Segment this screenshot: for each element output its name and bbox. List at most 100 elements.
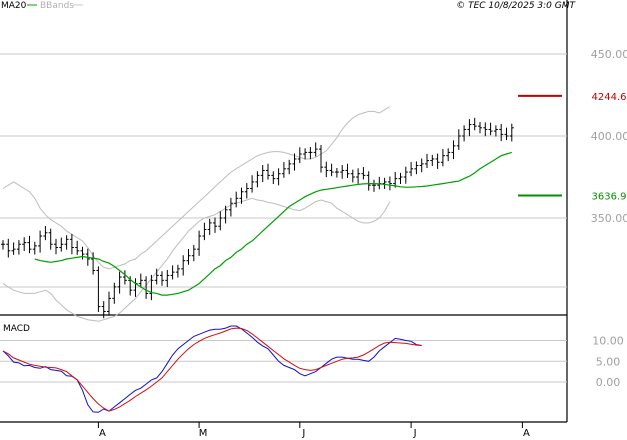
ohlc-bar xyxy=(398,172,403,185)
legend-ma20-label: MA20 xyxy=(1,1,27,11)
price-axis: 450.00 400.00 350.00 xyxy=(591,48,627,225)
bollinger-bands xyxy=(2,106,391,322)
ohlc-bar xyxy=(59,237,64,252)
ohlc-bar xyxy=(393,171,398,188)
ohlc-bar xyxy=(218,211,223,231)
ohlc-bar xyxy=(69,233,74,255)
bb-upper-line xyxy=(2,106,391,270)
macd-tick-label: 10.00 xyxy=(592,335,624,348)
ohlc-bar xyxy=(377,176,382,190)
ohlc-bar xyxy=(255,171,260,188)
ma20-line xyxy=(34,151,512,296)
ohlc-bar xyxy=(191,245,196,262)
ohlc-bar xyxy=(287,159,292,175)
ohlc-bar xyxy=(281,162,286,178)
ohlc-bar xyxy=(54,238,58,255)
ohlc-bar xyxy=(324,161,329,178)
ohlc-bar xyxy=(244,183,249,199)
macd-tick-label: 0.00 xyxy=(596,376,621,389)
time-tick-label: M xyxy=(199,428,208,439)
ohlc-bar xyxy=(16,240,21,255)
ohlc-bar xyxy=(80,246,85,260)
ohlc-bar xyxy=(11,242,16,255)
ohlc-bar xyxy=(266,163,270,180)
ohlc-bar xyxy=(419,158,424,173)
macd-grid xyxy=(0,340,567,383)
price-grid xyxy=(0,53,567,288)
ohlc-bar xyxy=(366,171,371,191)
ohlc-bar xyxy=(340,165,345,179)
ohlc-bar xyxy=(462,125,467,142)
ohlc-bar xyxy=(493,125,498,137)
ohlc-bar xyxy=(276,168,281,186)
copyright-credit: © TEC 10/8/2025 3:0 GMT xyxy=(456,1,576,11)
legend-bbands-label: BBands xyxy=(40,1,74,11)
ohlc-bar xyxy=(234,191,239,208)
ohlc-bar xyxy=(414,161,419,175)
ohlc-bar xyxy=(96,266,101,312)
ohlc-bar xyxy=(117,271,122,294)
ohlc-bar xyxy=(308,146,313,160)
ohlc-bar xyxy=(43,226,48,241)
ohlc-bar xyxy=(207,218,212,235)
time-tick-label: J xyxy=(301,428,305,439)
ohlc-bar xyxy=(303,148,308,160)
ohlc-bar xyxy=(478,122,482,134)
ohlc-bar xyxy=(260,165,265,183)
chart-frame xyxy=(0,0,568,423)
ohlc-bar xyxy=(239,187,244,204)
ohlc-bar xyxy=(27,235,32,254)
ohlc-bar xyxy=(382,177,387,189)
ohlc-bar xyxy=(345,163,350,178)
bb-lower-line xyxy=(2,197,391,322)
ohlc-bar xyxy=(202,222,207,241)
ohlc-bar xyxy=(175,264,180,278)
ohlc-bar xyxy=(334,167,339,178)
ohlc-bar xyxy=(165,269,170,288)
price-tick-label: 450.00 xyxy=(591,48,627,61)
ohlc-bar xyxy=(292,153,297,171)
ohlc-bar xyxy=(440,148,445,167)
ohlc-bar xyxy=(329,163,334,177)
ohlc-bar xyxy=(372,179,376,192)
ohlc-bar xyxy=(186,248,191,265)
ohlc-bar xyxy=(387,176,392,191)
ohlc-bar xyxy=(319,145,323,173)
ohlc-bar xyxy=(133,278,138,297)
ohlc-bar xyxy=(138,273,143,288)
ohlc-bar xyxy=(425,153,429,168)
ohlc-bar xyxy=(488,122,493,136)
ohlc-bar xyxy=(467,119,472,137)
price-tick-label: 400.00 xyxy=(591,130,627,143)
ohlc-bar xyxy=(313,142,318,157)
macd-axis: 10.00 5.00 0.00 xyxy=(592,335,624,390)
ohlc-bar xyxy=(509,123,514,142)
ohlc-bar xyxy=(149,274,154,301)
signal-series-line xyxy=(2,327,422,412)
ohlc-bar xyxy=(350,169,355,183)
ohlc-bar xyxy=(32,241,37,255)
ohlc-bar xyxy=(160,271,164,286)
macd-series-line xyxy=(2,325,422,413)
ohlc-bar xyxy=(144,276,149,299)
ohlc-bar xyxy=(456,129,461,150)
ohlc-bar xyxy=(271,171,276,185)
time-tick-label: J xyxy=(413,428,417,439)
ohlc-bar xyxy=(122,270,127,285)
ohlc-bar xyxy=(356,168,361,184)
time-tick-label: A xyxy=(523,428,530,439)
ohlc-bar xyxy=(1,240,5,250)
ohlc-bar xyxy=(451,140,456,160)
ohlc-bar xyxy=(75,240,80,255)
ohlc-bar xyxy=(112,282,117,304)
ohlc-bar xyxy=(213,217,217,233)
ohlc-bar xyxy=(472,117,477,131)
support-level-label: 3636.9 xyxy=(592,192,627,203)
ohlc-bar xyxy=(101,301,106,319)
ohlc-bar xyxy=(22,237,27,251)
ohlc-bar xyxy=(250,175,255,193)
price-levels: 4244.6 3636.9 xyxy=(518,92,627,203)
ohlc-bar xyxy=(107,291,111,316)
